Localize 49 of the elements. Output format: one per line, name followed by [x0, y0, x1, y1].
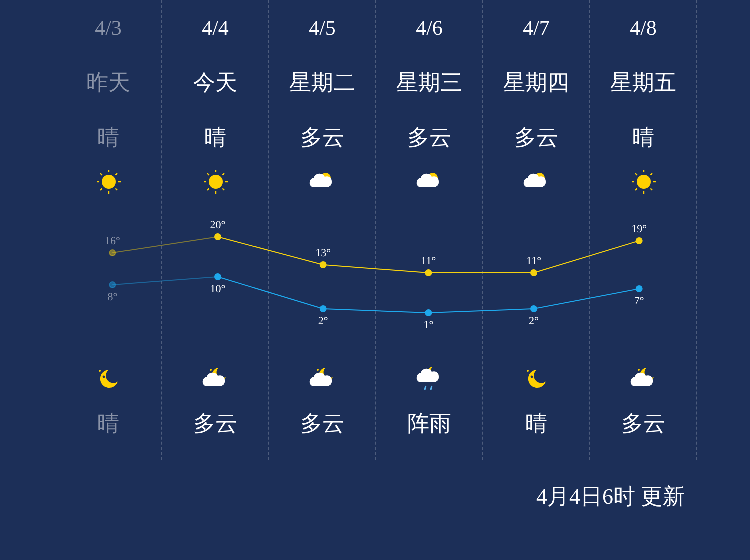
- text: 多云: [620, 411, 666, 436]
- point: [214, 234, 222, 240]
- point: [214, 274, 222, 280]
- data-label: 2°: [318, 315, 328, 328]
- data-label: 20°: [210, 219, 226, 232]
- data-label: 2°: [529, 315, 539, 328]
- text: 晴: [96, 125, 120, 150]
- point: [320, 262, 327, 268]
- text: 晴: [204, 125, 228, 150]
- text: 多云: [514, 125, 560, 150]
- data-label: 11°: [526, 255, 542, 268]
- data-label: 10°: [210, 283, 226, 296]
- text: 多云: [300, 125, 346, 150]
- data-label: 8°: [108, 291, 118, 304]
- point: [320, 306, 327, 312]
- data-label: 13°: [316, 247, 332, 260]
- text: 多云: [300, 411, 346, 436]
- text: 晴: [524, 411, 548, 436]
- x-tick-label: 4/6: [415, 16, 444, 40]
- point: [530, 270, 538, 276]
- point: [109, 250, 116, 256]
- point: [636, 238, 643, 244]
- data-label: 7°: [634, 295, 644, 308]
- text: 星期四: [502, 70, 570, 95]
- data-label: 19°: [632, 223, 648, 236]
- text: 多云: [406, 125, 452, 150]
- text: 星期二: [288, 70, 356, 95]
- point: [530, 306, 538, 312]
- data-label: 16°: [104, 235, 120, 248]
- text: 今天: [192, 70, 238, 95]
- data-label: 1°: [424, 319, 434, 332]
- text: 晴: [632, 125, 656, 150]
- text: 星期三: [396, 70, 464, 95]
- x-tick-label: 4/3: [94, 16, 123, 40]
- x-tick-label: 4/7: [522, 16, 551, 40]
- text: 星期五: [610, 70, 678, 95]
- point: [425, 270, 432, 276]
- text: 多云: [192, 411, 238, 436]
- x-tick-label: 4/8: [629, 16, 658, 40]
- x-tick-label: 4/4: [201, 16, 230, 40]
- point: [425, 310, 432, 316]
- text: 4月4日6时 更新: [536, 483, 685, 511]
- x-tick-label: 4/5: [308, 16, 337, 40]
- text: 晴: [96, 411, 120, 436]
- point: [109, 282, 116, 288]
- data-label: 11°: [421, 255, 436, 268]
- point: [636, 286, 643, 292]
- text: 昨天: [86, 70, 132, 95]
- text: 阵雨: [406, 411, 452, 436]
